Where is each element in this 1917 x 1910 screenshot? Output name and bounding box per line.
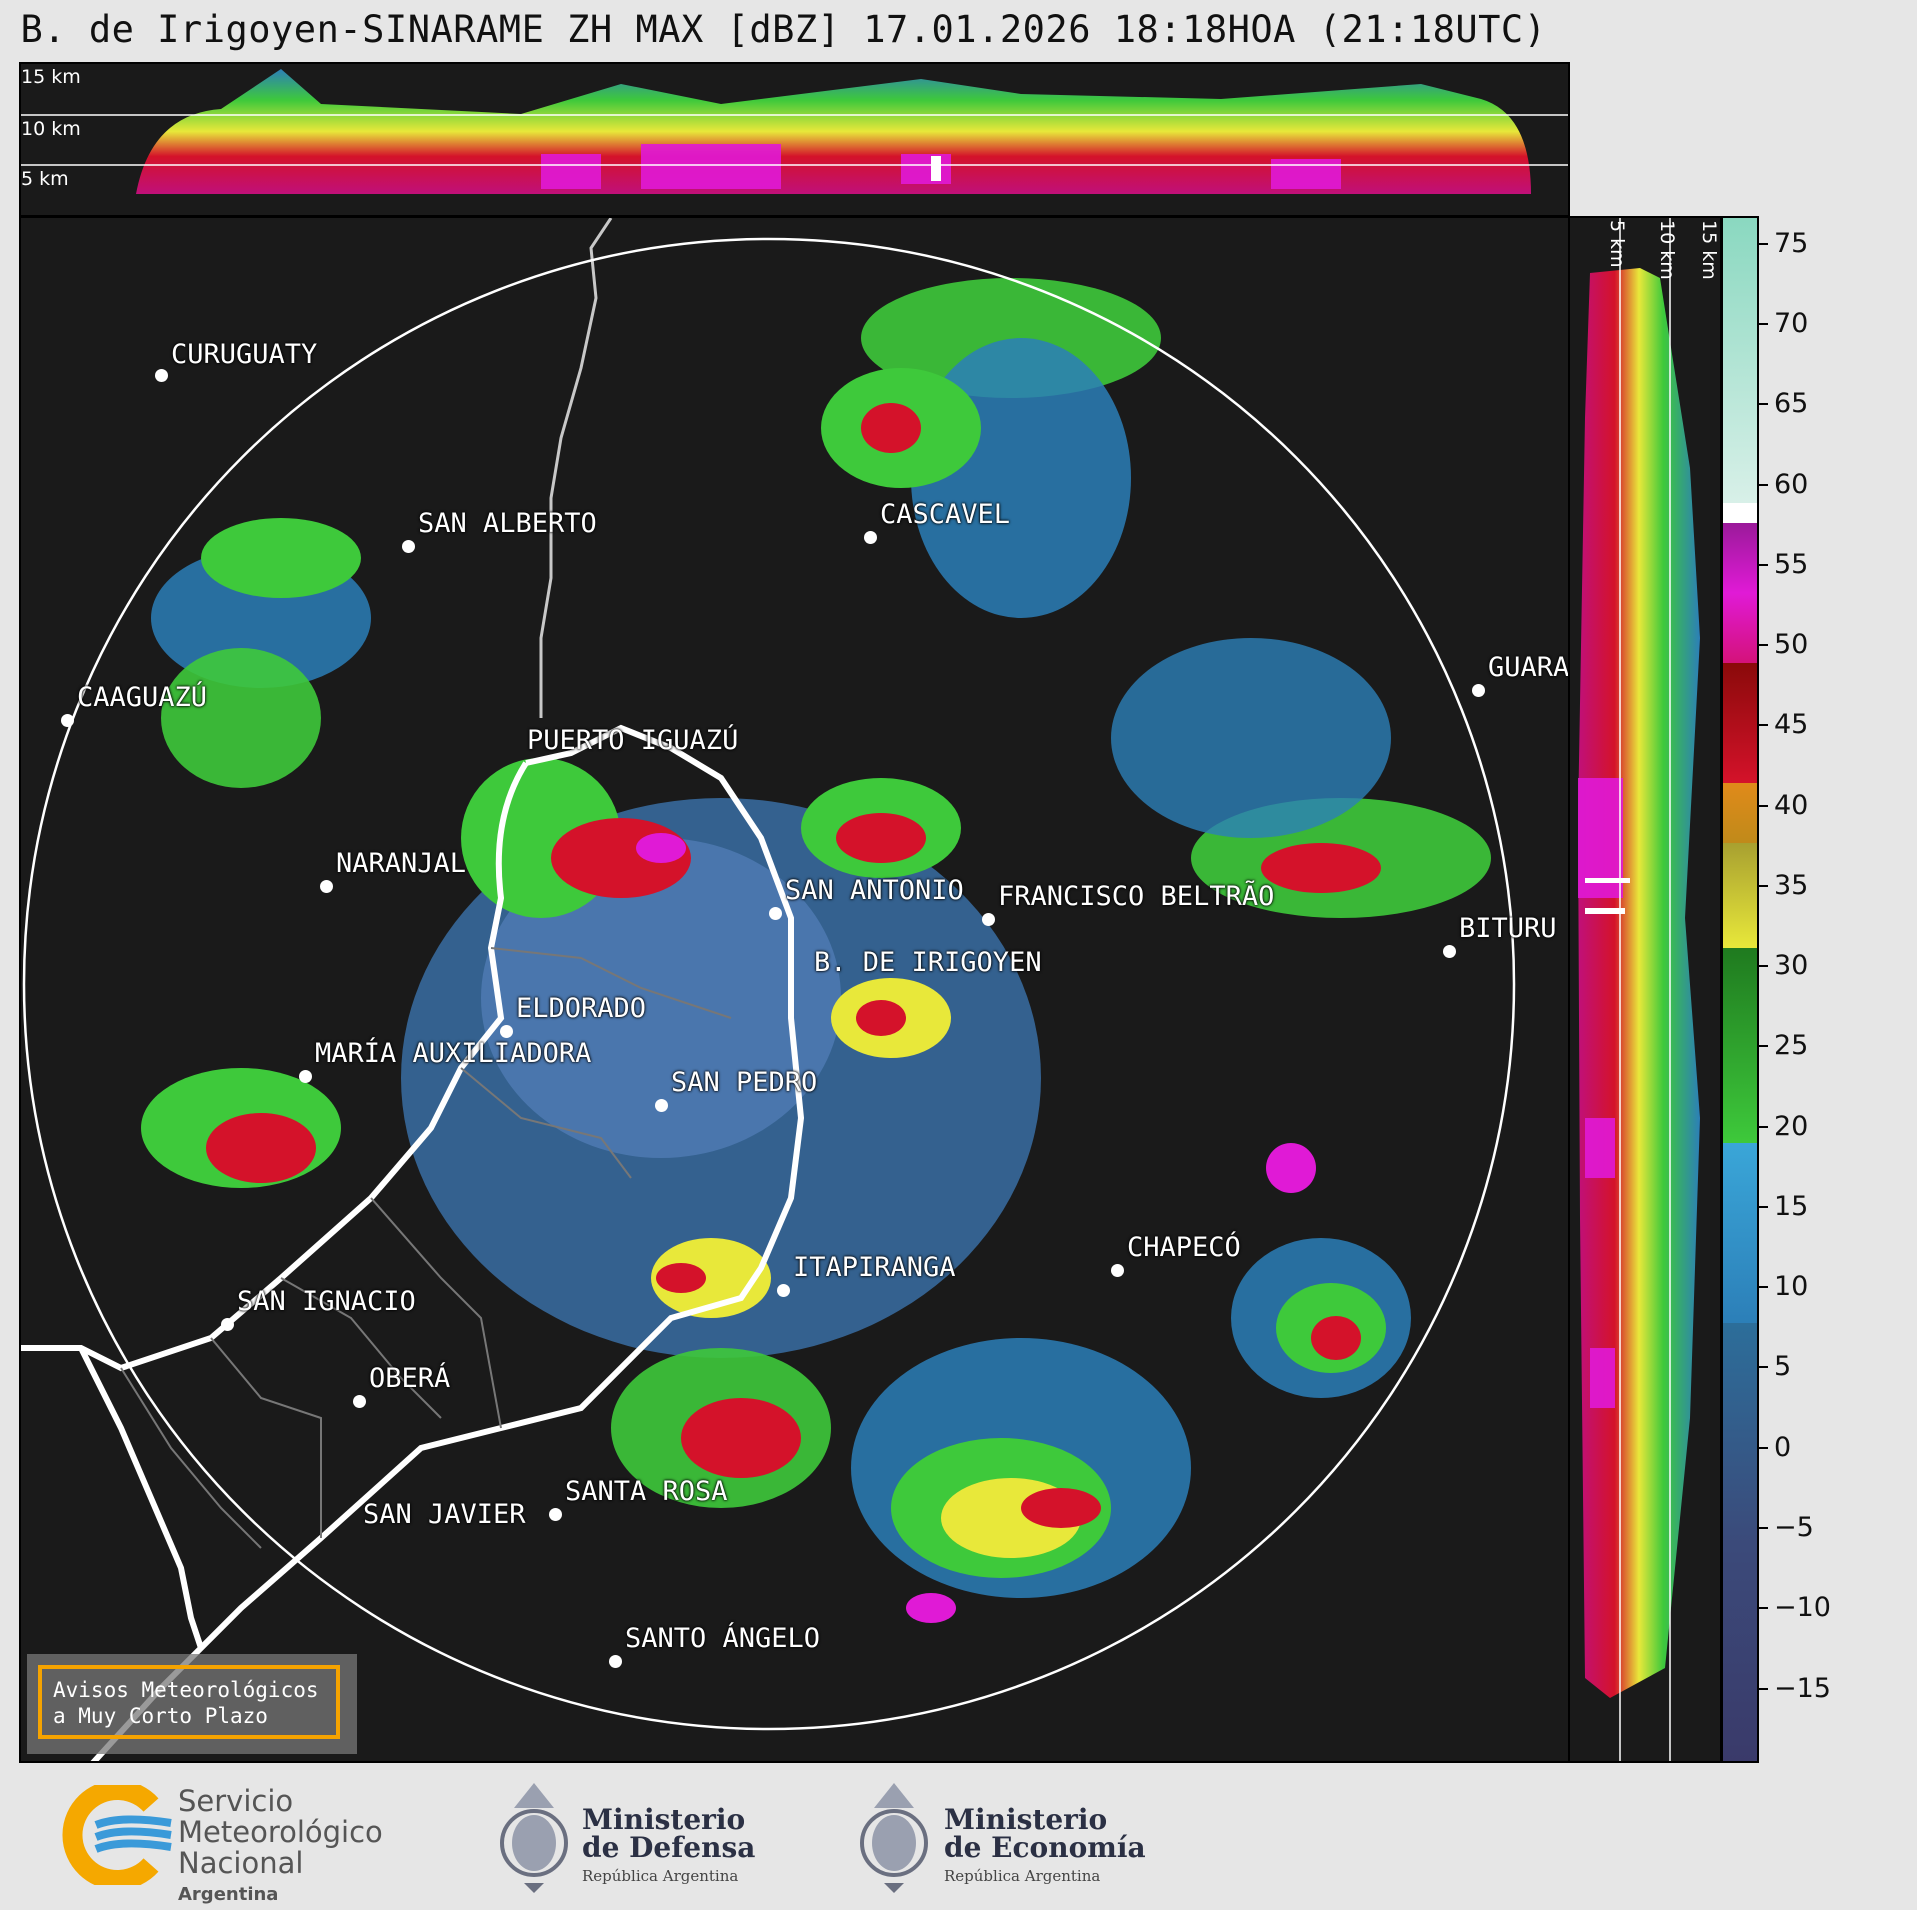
city-label-san-pedro: SAN PEDRO <box>671 1067 818 1098</box>
defensa-sub: República Argentina <box>582 1867 739 1885</box>
colorbar-tick-minus-5: −5 <box>1774 1512 1814 1543</box>
top-altitude-label-10km: 10 km <box>21 118 81 140</box>
colorbar-tick-40: 40 <box>1774 790 1809 821</box>
economia-sub: República Argentina <box>944 1867 1101 1885</box>
city-label-san-antonio: SAN ANTONIO <box>785 875 964 906</box>
colorbar-tick-75: 75 <box>1774 228 1809 259</box>
side-altitude-label-10km: 10 km <box>1656 220 1678 280</box>
colorbar-tick-0: 0 <box>1774 1432 1792 1463</box>
colorbar-tick-50: 50 <box>1774 629 1809 660</box>
city-label-eldorado: ELDORADO <box>516 993 647 1024</box>
colorbar-tick-minus-10: −10 <box>1774 1592 1831 1623</box>
reflectivity-field <box>141 278 1491 1623</box>
city-marker-francisco-beltrao <box>982 913 995 926</box>
city-label-cascavel: CASCAVEL <box>880 499 1011 530</box>
city-label-guara: GUARA <box>1488 652 1570 683</box>
colorbar-tick-30: 30 <box>1774 950 1809 981</box>
radar-map-panel: CURUGUATY SAN ALBERTO CASCAVEL CAAGUAZÚ … <box>19 216 1570 1763</box>
city-label-santo-angelo: SANTO ÁNGELO <box>625 1623 821 1654</box>
city-marker-eldorado <box>500 1025 513 1038</box>
side-cross-section-panel: 5 km 10 km 15 km <box>1568 216 1722 1763</box>
city-label-curuguaty: CURUGUATY <box>171 339 318 370</box>
city-label-naranjal: NARANJAL <box>336 848 467 879</box>
economia-line-2: de Economía <box>944 1831 1146 1864</box>
alert-line-1: Avisos Meteorológicos <box>53 1678 319 1702</box>
smn-line-2: Meteorológico <box>178 1815 383 1849</box>
top-altitude-label-5km: 5 km <box>21 168 69 190</box>
city-label-itapiranga: ITAPIRANGA <box>793 1252 956 1283</box>
alert-box-frame: Avisos Meteorológicos a Muy Corto Plazo <box>38 1665 340 1739</box>
city-marker-santa-rosa <box>549 1508 562 1521</box>
defensa-line-2: de Defensa <box>582 1831 756 1864</box>
alert-line-2: a Muy Corto Plazo <box>53 1704 268 1728</box>
city-marker-cascavel <box>864 531 877 544</box>
colorbar-tick-60: 60 <box>1774 469 1809 500</box>
colorbar-tick-35: 35 <box>1774 870 1809 901</box>
city-marker-caaguazu <box>61 714 74 727</box>
city-label-san-javier: SAN JAVIER <box>363 1499 526 1530</box>
city-marker-san-pedro <box>655 1099 668 1112</box>
city-label-maria-auxiliadora: MARÍA AUXILIADORA <box>315 1038 592 1069</box>
defensa-seal-icon <box>500 1783 568 1893</box>
smn-logo-text: Servicio Meteorológico Nacional Argentin… <box>178 1786 383 1910</box>
city-label-puerto-iguazu: PUERTO IGUAZÚ <box>527 725 739 756</box>
city-marker-naranjal <box>320 880 333 893</box>
radar-map-image <box>21 218 1516 1761</box>
colorbar-tick-25: 25 <box>1774 1030 1809 1061</box>
city-marker-bituru <box>1443 945 1456 958</box>
side-cross-section-image <box>1578 218 1700 1761</box>
smn-logo-icon <box>62 1785 172 1885</box>
colorbar-tick-70: 70 <box>1774 308 1809 339</box>
city-label-francisco-beltrao: FRANCISCO BELTRÃO <box>998 881 1275 912</box>
city-marker-guara <box>1472 684 1485 697</box>
defensa-line-1: Ministerio <box>582 1803 746 1836</box>
city-label-b-de-irigoyen: B. DE IRIGOYEN <box>814 947 1042 978</box>
side-altitude-label-15km: 15 km <box>1698 220 1720 280</box>
city-marker-san-antonio <box>769 907 782 920</box>
smn-sub: Argentina <box>178 1884 279 1905</box>
city-marker-obera <box>353 1395 366 1408</box>
alert-box: Avisos Meteorológicos a Muy Corto Plazo <box>27 1654 357 1754</box>
reflectivity-colorbar <box>1721 216 1759 1763</box>
city-label-santa-rosa: SANTA ROSA <box>565 1476 728 1507</box>
colorbar-tick-minus-15: −15 <box>1774 1673 1831 1704</box>
city-marker-santo-angelo <box>609 1655 622 1668</box>
city-label-san-ignacio: SAN IGNACIO <box>237 1286 416 1317</box>
top-cross-section-image <box>21 69 1568 194</box>
colorbar-tick-15: 15 <box>1774 1191 1809 1222</box>
city-marker-maria-auxiliadora <box>299 1070 312 1083</box>
economia-logo-text: Ministerio de Economía República Argenti… <box>944 1806 1146 1890</box>
colorbar-tick-55: 55 <box>1774 549 1809 580</box>
top-altitude-label-15km: 15 km <box>21 66 81 88</box>
economia-seal-icon <box>860 1783 928 1893</box>
city-label-san-alberto: SAN ALBERTO <box>418 508 597 539</box>
defensa-logo-text: Ministerio de Defensa República Argentin… <box>582 1806 755 1890</box>
city-marker-itapiranga <box>777 1284 790 1297</box>
colorbar-tick-65: 65 <box>1774 388 1809 419</box>
colorbar-tick-20: 20 <box>1774 1111 1809 1142</box>
city-label-bituru: BITURU <box>1459 913 1557 944</box>
city-label-chapeco: CHAPECÓ <box>1127 1232 1241 1263</box>
city-marker-san-ignacio <box>221 1318 234 1331</box>
colorbar-tick-10: 10 <box>1774 1271 1809 1302</box>
economia-line-1: Ministerio <box>944 1803 1108 1836</box>
city-marker-chapeco <box>1111 1264 1124 1277</box>
top-cross-section-panel: 15 km 10 km 5 km <box>19 62 1570 217</box>
colorbar-tick-5: 5 <box>1774 1351 1792 1382</box>
city-label-caaguazu: CAAGUAZÚ <box>77 682 208 713</box>
smn-line-1: Servicio <box>178 1784 294 1818</box>
map-title: B. de Irigoyen-SINARAME ZH MAX [dBZ] 17.… <box>20 8 1547 51</box>
side-altitude-label-5km: 5 km <box>1606 220 1628 268</box>
colorbar-tick-45: 45 <box>1774 709 1809 740</box>
smn-line-3: Nacional <box>178 1846 304 1880</box>
city-label-obera: OBERÁ <box>369 1363 451 1394</box>
city-marker-curuguaty <box>155 369 168 382</box>
city-marker-san-alberto <box>402 540 415 553</box>
